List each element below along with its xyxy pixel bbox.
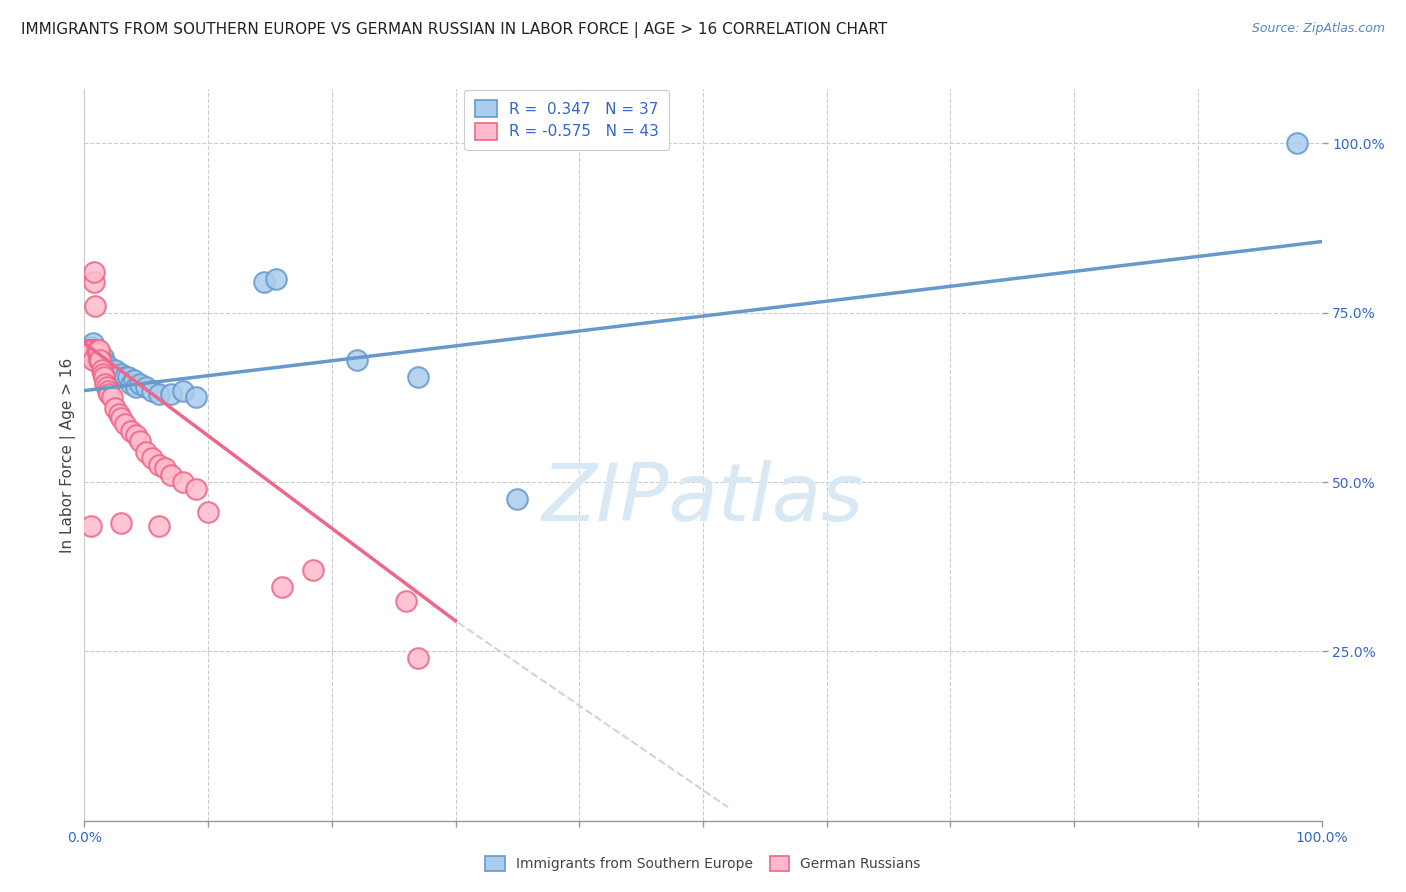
Point <box>96 380 118 394</box>
Point <box>172 384 194 398</box>
Point <box>91 350 114 364</box>
Point <box>86 343 108 357</box>
Point <box>253 275 276 289</box>
Point <box>108 370 131 384</box>
Point <box>80 350 103 364</box>
Point <box>82 353 104 368</box>
Text: IMMIGRANTS FROM SOUTHERN EUROPE VS GERMAN RUSSIAN IN LABOR FORCE | AGE > 16 CORR: IMMIGRANTS FROM SOUTHERN EUROPE VS GERMA… <box>21 22 887 38</box>
Text: Source: ZipAtlas.com: Source: ZipAtlas.com <box>1251 22 1385 36</box>
Point <box>94 376 117 391</box>
Point <box>79 519 101 533</box>
Point <box>135 444 157 458</box>
Point <box>77 343 100 357</box>
Point <box>122 373 145 387</box>
Point <box>77 343 100 357</box>
Point <box>83 346 105 360</box>
Point <box>120 424 142 438</box>
Point <box>89 353 111 368</box>
Point <box>91 367 114 381</box>
Point <box>114 417 136 432</box>
Point <box>104 363 127 377</box>
Point <box>89 353 111 368</box>
Point <box>125 427 148 442</box>
Point <box>114 370 136 384</box>
Point <box>120 376 142 391</box>
Point <box>79 343 101 357</box>
Point <box>104 401 127 415</box>
Point <box>184 390 207 404</box>
Point <box>110 410 132 425</box>
Point <box>160 387 183 401</box>
Point <box>395 593 418 607</box>
Point <box>148 458 170 472</box>
Point <box>84 299 107 313</box>
Point <box>110 516 132 530</box>
Point <box>100 367 122 381</box>
Point <box>141 384 163 398</box>
Point <box>129 434 152 449</box>
Point <box>93 370 115 384</box>
Point <box>98 387 121 401</box>
Point <box>82 336 104 351</box>
Point <box>408 651 430 665</box>
Point <box>153 461 176 475</box>
Point <box>125 380 148 394</box>
Point <box>271 580 294 594</box>
Point <box>506 491 529 506</box>
Point <box>172 475 194 489</box>
Text: ZIPatlas: ZIPatlas <box>541 459 865 538</box>
Point <box>79 343 101 357</box>
Point <box>346 353 368 368</box>
Point <box>100 390 122 404</box>
Point <box>108 407 131 421</box>
Point <box>160 468 183 483</box>
Point <box>94 357 117 371</box>
Point <box>264 272 287 286</box>
Point <box>80 343 103 357</box>
Point <box>110 367 132 381</box>
Point <box>83 275 105 289</box>
Point <box>89 343 111 357</box>
Point <box>90 363 112 377</box>
Legend: Immigrants from Southern Europe, German Russians: Immigrants from Southern Europe, German … <box>477 847 929 880</box>
Point <box>302 563 325 577</box>
Point <box>408 370 430 384</box>
Point <box>135 380 157 394</box>
Point <box>86 353 108 368</box>
Point <box>117 370 139 384</box>
Point <box>98 359 121 374</box>
Point <box>141 451 163 466</box>
Point <box>184 482 207 496</box>
Point <box>87 350 110 364</box>
Point <box>97 384 120 398</box>
Point <box>89 357 111 371</box>
Point <box>84 343 107 357</box>
Point <box>148 387 170 401</box>
Point <box>148 519 170 533</box>
Point <box>129 376 152 391</box>
Point <box>87 346 110 360</box>
Point <box>79 340 101 354</box>
Point <box>89 353 111 368</box>
Point <box>93 359 115 374</box>
Y-axis label: In Labor Force | Age > 16: In Labor Force | Age > 16 <box>60 358 76 552</box>
Point <box>1285 136 1308 151</box>
Point <box>83 265 105 279</box>
Point <box>197 506 219 520</box>
Point <box>96 363 118 377</box>
